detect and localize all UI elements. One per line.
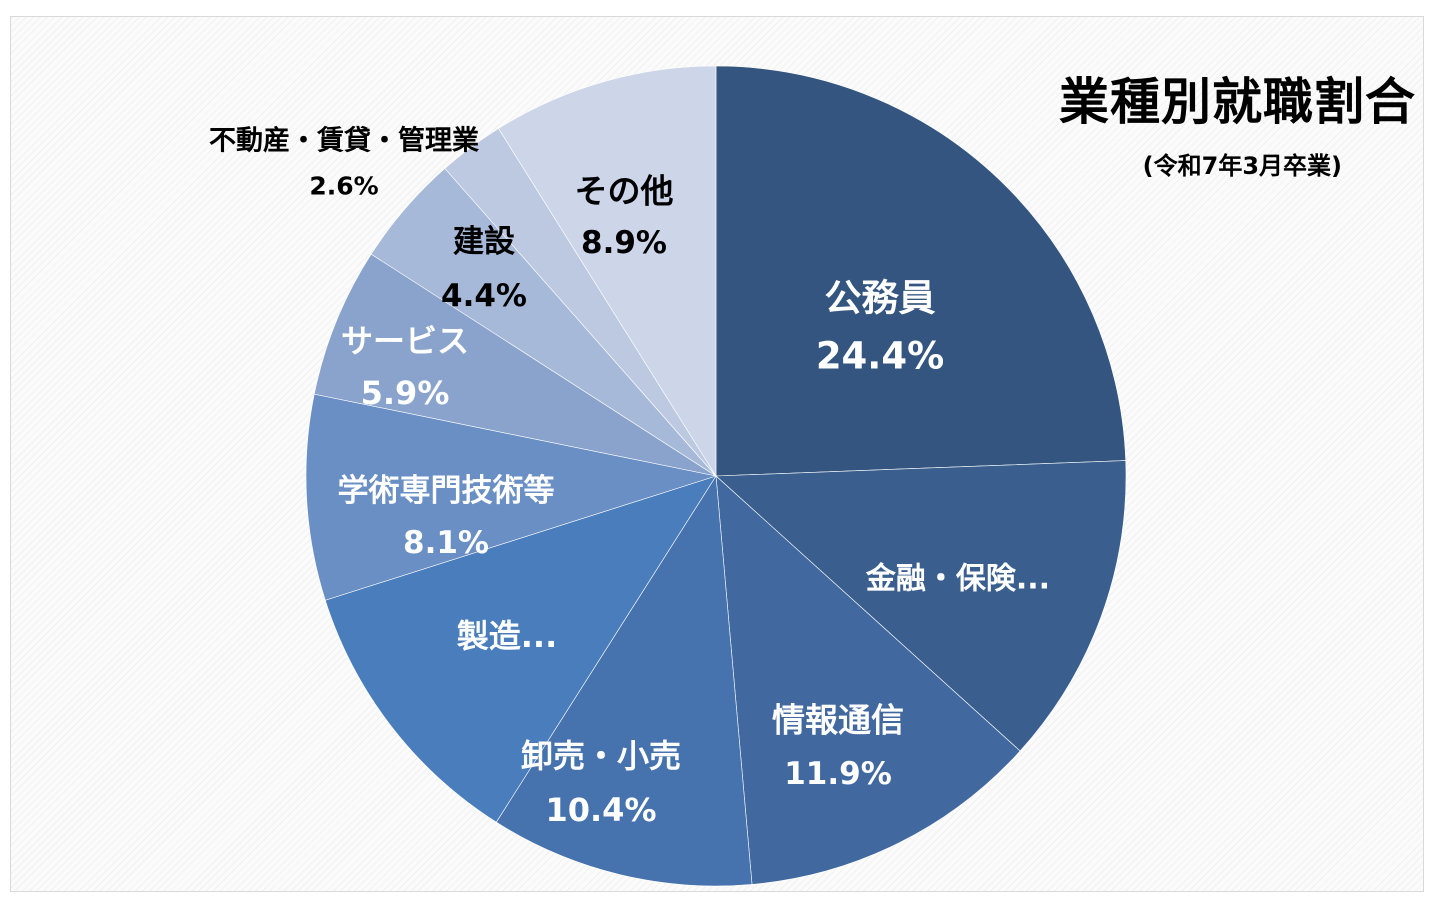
pie-slice-5 [324,475,717,823]
slice-label-7: サービス [341,322,469,360]
pie-slice-6 [305,393,718,601]
slice-label-8: 建設 [453,224,515,260]
slice-value-7: 5.9% [361,374,450,412]
pie-slice-1 [715,65,1127,477]
pie-slice-2 [715,460,1127,752]
slice-label-6: 学術専門技術等 [338,473,555,509]
pie-slice-7 [313,253,717,477]
slice-value-6: 8.1% [403,525,489,561]
slice-label-10: その他 [575,172,674,211]
slice-label-5: 製造... [457,617,557,655]
chart-subtitle: (令和7年3月卒業) [1142,152,1342,180]
slice-value-8: 4.4% [441,278,527,314]
slice-label-1: 公務員 [825,277,936,320]
slice-value-10: 8.9% [581,225,667,261]
slice-value-9: 2.6% [309,172,378,201]
slice-label-2: 金融・保険... [865,562,1050,597]
slice-value-4: 10.4% [545,791,656,829]
slice-label-9: 不動産・賃貸・管理業 [209,125,479,157]
slice-value-1: 24.4% [816,335,944,378]
slice-value-3: 11.9% [784,756,892,792]
pie-slice-4 [495,475,753,887]
slice-label-4: 卸売・小売 [521,737,681,775]
pie-slice-3 [715,475,1021,885]
slice-label-3: 情報通信 [772,701,904,740]
pie-slice-10 [498,65,717,478]
chart-title: 業種別就職割合 [1059,73,1416,131]
